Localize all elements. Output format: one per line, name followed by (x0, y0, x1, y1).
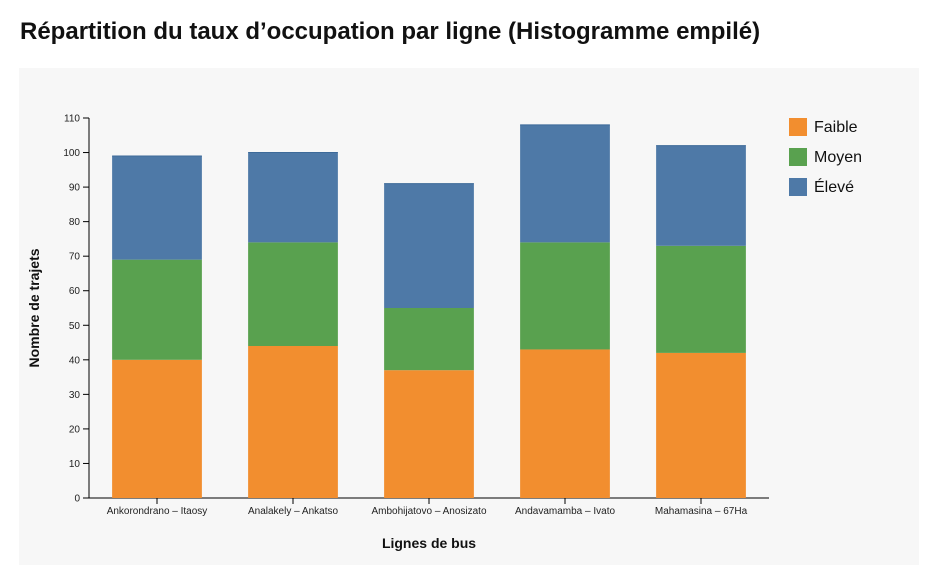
legend-label: Moyen (814, 149, 862, 166)
x-tick-label: Ambohijatovo – Anosizato (371, 506, 487, 517)
y-tick-label: 60 (69, 286, 81, 297)
bar-segment (112, 156, 202, 260)
y-tick-label: 110 (64, 114, 80, 125)
y-tick-label: 40 (69, 355, 81, 366)
legend-label: Faible (814, 119, 858, 136)
bar-segment (656, 352, 746, 498)
legend: Faible Moyen Élevé (789, 118, 862, 196)
y-tick-label: 80 (69, 217, 81, 228)
bar-segment (656, 145, 746, 246)
y-axis-title: Nombre de trajets (26, 248, 42, 367)
legend-swatch (789, 178, 807, 196)
y-tick-label: 90 (69, 183, 81, 194)
y-tick-label: 10 (69, 459, 81, 470)
x-tick-label: Ankorondrano – Itaosy (107, 506, 208, 517)
chart-title: Répartition du taux d’occupation par lig… (20, 18, 761, 45)
bar-segment (112, 359, 202, 498)
bar-segment (248, 242, 338, 346)
bar-segment (248, 152, 338, 243)
x-tick-label: Andavamamba – Ivato (515, 506, 615, 517)
y-tick-label: 70 (69, 252, 81, 263)
legend-label: Élevé (814, 177, 854, 196)
y-tick-label: 0 (74, 494, 80, 505)
x-tick-label: Analakely – Ankatso (248, 506, 338, 517)
legend-swatch (789, 118, 807, 136)
bar-segment (384, 183, 474, 308)
bar-segment (112, 259, 202, 360)
bar-segment (656, 245, 746, 353)
y-tick-label: 20 (69, 424, 81, 435)
bars (112, 124, 746, 498)
y-axis: 0 10 20 30 40 50 60 70 80 90 100 110 (63, 114, 90, 505)
bar-segment (384, 308, 474, 371)
bar-segment (520, 349, 610, 498)
y-tick-label: 50 (69, 321, 81, 332)
bar-segment (248, 346, 338, 498)
bar-segment (384, 370, 474, 498)
bar-segment (520, 124, 610, 243)
legend-swatch (789, 148, 807, 166)
x-tick-label: Mahamasina – 67Ha (655, 506, 748, 517)
y-tick-label: 100 (63, 148, 80, 159)
x-axis-title: Lignes de bus (382, 535, 476, 551)
x-axis: Ankorondrano – Itaosy Analakely – Ankatso… (89, 497, 769, 517)
y-tick-label: 30 (69, 390, 81, 401)
bar-segment (520, 242, 610, 350)
